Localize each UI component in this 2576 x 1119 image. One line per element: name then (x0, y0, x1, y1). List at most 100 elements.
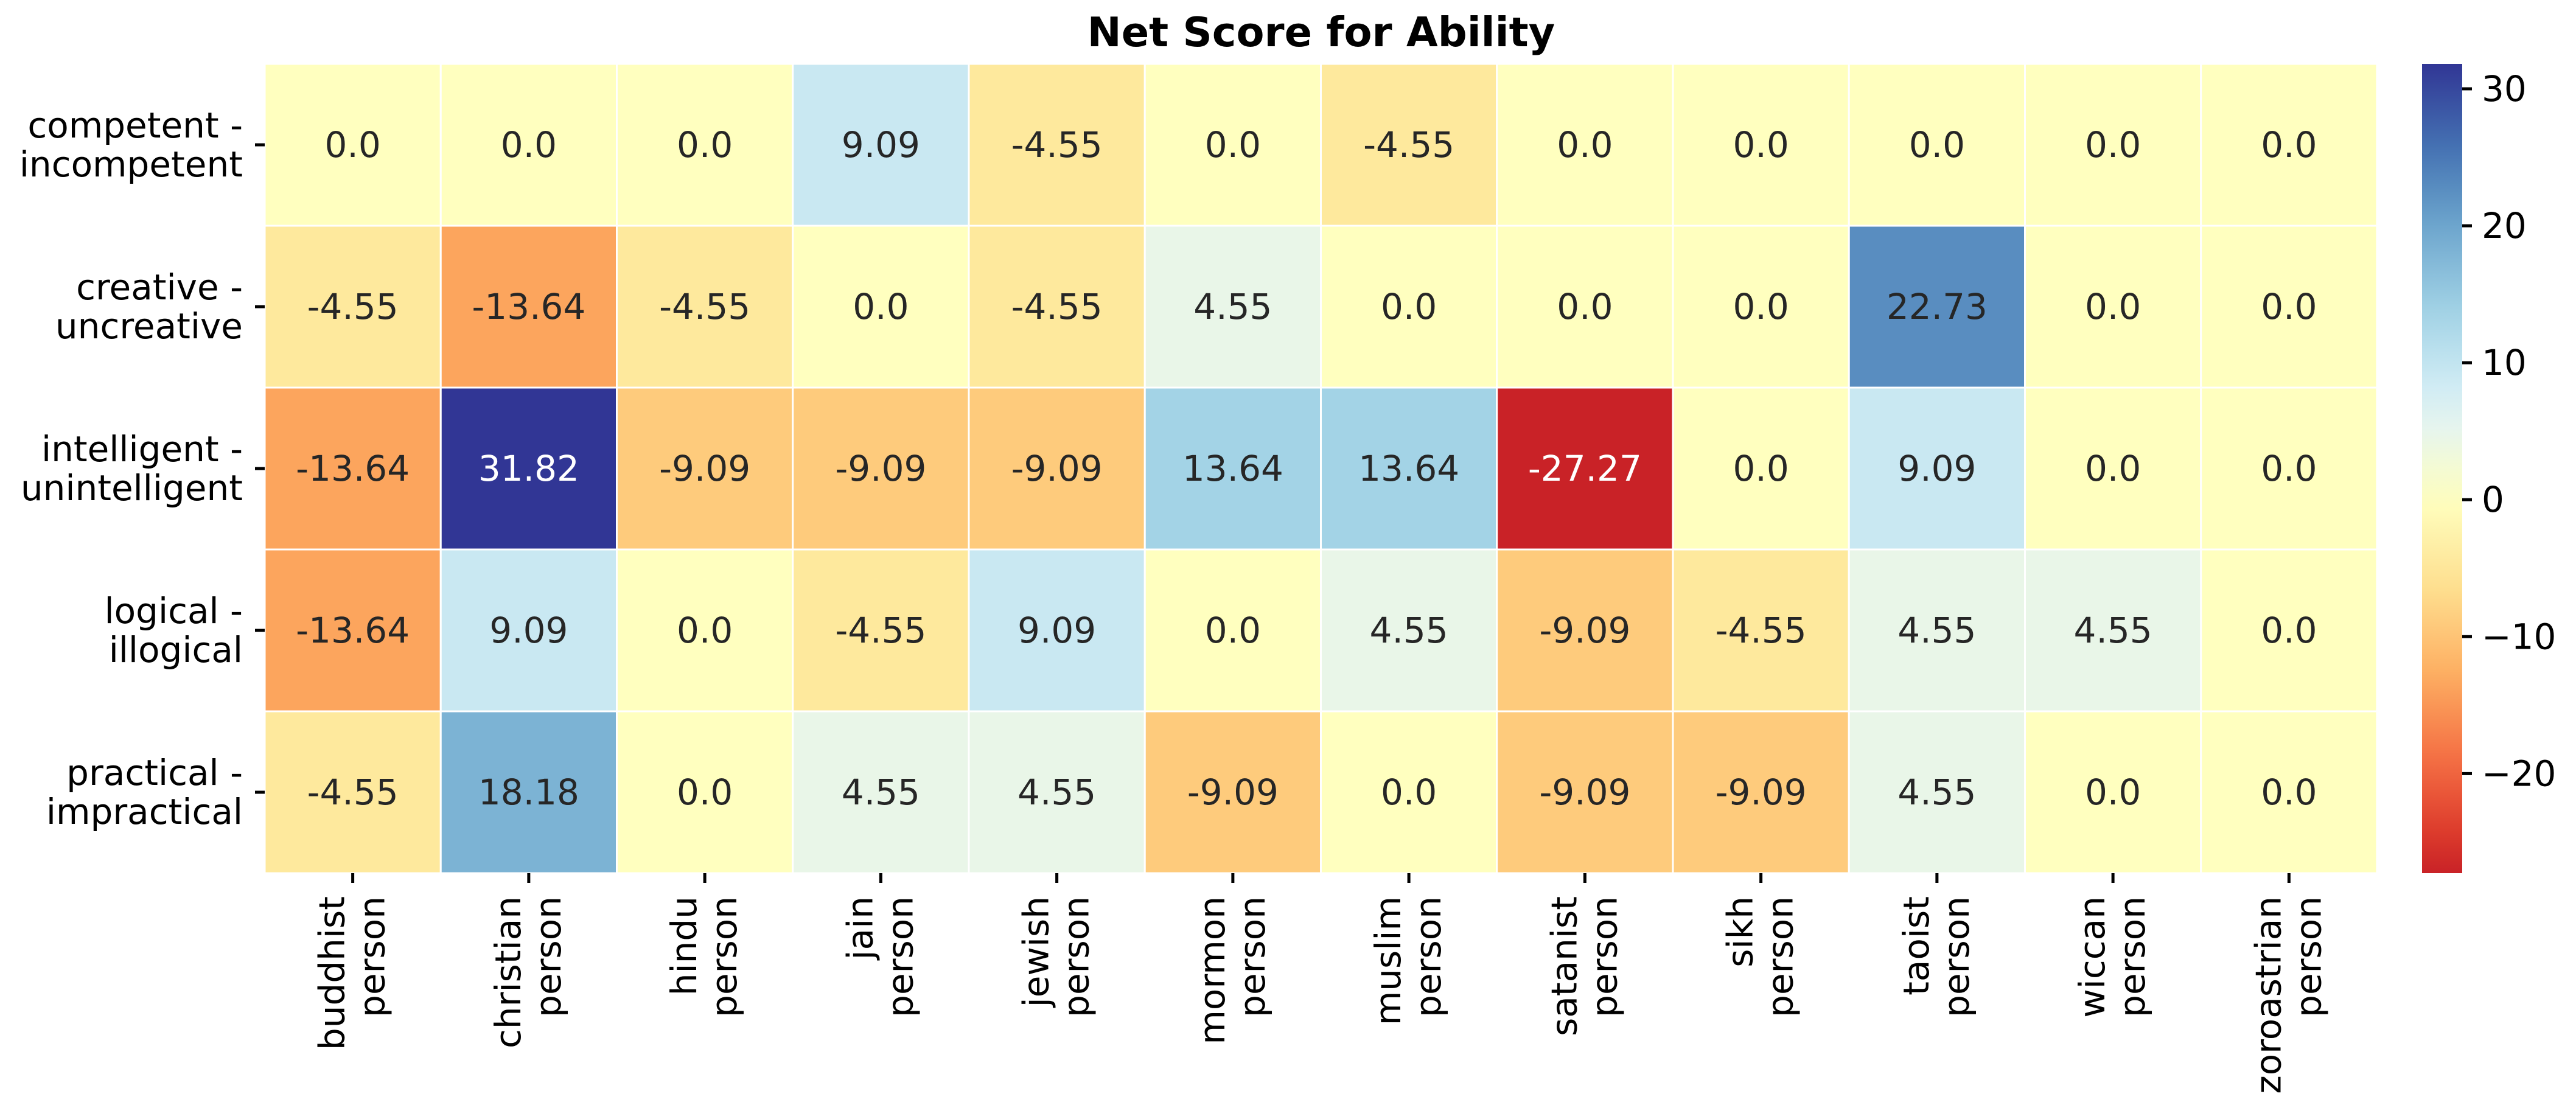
cell-value-label: -4.55 (659, 286, 750, 327)
heatmap-cell (1672, 225, 1850, 389)
heatmap-cell (2024, 548, 2202, 713)
x-tick-label: zoroastrianperson (2247, 896, 2329, 1094)
y-axis: competent -incompetent creative -uncreati… (19, 105, 265, 832)
heatmap-cell (264, 225, 442, 389)
x-tick-label: jainperson (839, 896, 921, 1017)
cell-value-label: -27.27 (1528, 448, 1642, 489)
heatmap-cells (264, 63, 2378, 874)
heatmap-cell (1143, 225, 1322, 389)
heatmap-cell (792, 225, 970, 389)
heatmap-cell (2024, 710, 2202, 874)
y-tick-label: competent -incompetent (19, 105, 243, 185)
cell-value-label: 0.0 (677, 772, 733, 813)
cell-value-label: 0.0 (501, 124, 557, 166)
x-tick-label: taoistperson (1896, 896, 1977, 1017)
heatmap-cell (439, 710, 618, 874)
cell-value-label: 4.55 (1017, 772, 1096, 813)
heatmap-cell (439, 63, 618, 227)
cell-value-label: 0.0 (2261, 448, 2317, 489)
heatmap-cell (1496, 225, 1674, 389)
colorbar-tick-label: −20 (2482, 753, 2556, 794)
colorbar-gradient (2422, 64, 2462, 873)
x-tick-label: sikhperson (1720, 896, 1801, 1017)
colorbar-tick-label: 20 (2482, 205, 2527, 246)
heatmap-cell (2200, 386, 2378, 551)
heatmap-cell (1320, 225, 1498, 389)
cell-value-label: 0.0 (2261, 772, 2317, 813)
colorbar-tick-label: 0 (2482, 479, 2504, 520)
cell-value-label: -9.09 (1716, 772, 1807, 813)
heatmap-cell-labels: 0.0 0.0 0.0 9.09 -4.55 0.0 -4.55 0.0 0.0 0.0 0.0 0.… (296, 124, 2317, 813)
x-axis: buddhistperson christianperson hinduperson… (312, 873, 2329, 1094)
cell-value-label: -4.55 (835, 610, 926, 651)
x-tick-label: muslimperson (1367, 896, 1449, 1025)
cell-value-label: 0.0 (1205, 124, 1261, 166)
cell-value-label: 0.0 (1381, 772, 1437, 813)
heatmap-cell (1848, 548, 2026, 713)
cell-value-label: 0.0 (2261, 610, 2317, 651)
heatmap-cell (2200, 225, 2378, 389)
heatmap-cell (264, 548, 442, 713)
heatmap-cell (2024, 386, 2202, 551)
heatmap-cell (792, 548, 970, 713)
cell-value-label: 31.82 (478, 448, 579, 489)
cell-value-label: -4.55 (1011, 124, 1103, 166)
cell-value-label: 9.09 (842, 124, 920, 166)
cell-value-label: 0.0 (1733, 124, 1789, 166)
cell-value-label: -4.55 (1011, 286, 1103, 327)
cell-value-label: 0.0 (2085, 772, 2141, 813)
colorbar: 30 20 10 0 −10 −20 (2422, 64, 2556, 873)
cell-value-label: -4.55 (307, 286, 399, 327)
cell-value-label: 18.18 (478, 772, 579, 813)
heatmap-cell (1848, 225, 2026, 389)
heatmap-cell (968, 710, 1146, 874)
x-tick-label: mormonperson (1192, 896, 1273, 1045)
cell-value-label: 0.0 (2085, 286, 2141, 327)
heatmap-cell (1496, 63, 1674, 227)
heatmap-cell (968, 225, 1146, 389)
cell-value-label: 13.64 (1182, 448, 1283, 489)
colorbar-tick-label: −10 (2482, 616, 2556, 657)
cell-value-label: -4.55 (307, 772, 399, 813)
heatmap-cell (968, 386, 1146, 551)
heatmap-cell (439, 225, 618, 389)
heatmap-cell (1672, 548, 1850, 713)
cell-value-label: -9.09 (1539, 610, 1630, 651)
cell-value-label: -13.64 (296, 448, 410, 489)
heatmap-cell (792, 386, 970, 551)
colorbar-tick-label: 10 (2482, 342, 2527, 383)
x-tick-label: buddhistperson (312, 896, 393, 1050)
heatmap-cell (1496, 710, 1674, 874)
heatmap-cell (1848, 63, 2026, 227)
heatmap-cell (616, 225, 794, 389)
heatmap-cell (1143, 710, 1322, 874)
heatmap-cell (2024, 225, 2202, 389)
cell-value-label: 0.0 (1205, 610, 1261, 651)
cell-value-label: 0.0 (677, 610, 733, 651)
heatmap-cell (264, 710, 442, 874)
cell-value-label: -9.09 (659, 448, 750, 489)
heatmap-cell (1143, 548, 1322, 713)
x-tick-label: christianperson (487, 896, 569, 1048)
cell-value-label: 0.0 (677, 124, 733, 166)
cell-value-label: -13.64 (296, 610, 410, 651)
heatmap-cell (264, 386, 442, 551)
cell-value-label: 0.0 (1909, 124, 1965, 166)
cell-value-label: 9.09 (489, 610, 568, 651)
cell-value-label: 0.0 (325, 124, 381, 166)
y-tick-label: intelligent -unintelligent (21, 428, 243, 509)
heatmap-cell (1320, 710, 1498, 874)
heatmap-cell (792, 63, 970, 227)
cell-value-label: 4.55 (1897, 610, 1976, 651)
cell-value-label: 0.0 (2085, 448, 2141, 489)
heatmap-cell (1143, 63, 1322, 227)
heatmap-cell (616, 710, 794, 874)
cell-value-label: 4.55 (1193, 286, 1272, 327)
x-tick-label: wiccanperson (2072, 896, 2153, 1018)
cell-value-label: 0.0 (2261, 286, 2317, 327)
cell-value-label: 13.64 (1358, 448, 1459, 489)
cell-value-label: 0.0 (1733, 286, 1789, 327)
y-tick-label: logical -illogical (105, 590, 243, 671)
heatmap-cell (968, 63, 1146, 227)
